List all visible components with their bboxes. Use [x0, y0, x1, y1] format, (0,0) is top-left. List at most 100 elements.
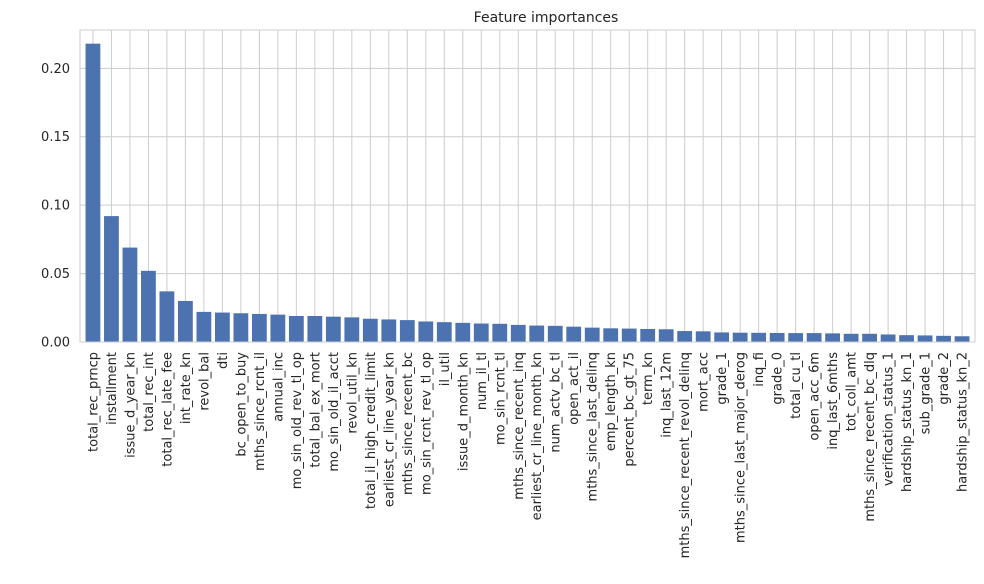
- y-tick-label: 0.05: [41, 267, 70, 282]
- bar-mo-sin-rcnt-tl: [492, 323, 508, 342]
- x-tick-label: mths_since_recent_inq: [512, 352, 527, 500]
- bar-issue-d-month-kn: [455, 322, 471, 342]
- x-tick-label: mort_acc: [697, 352, 712, 412]
- bar-mths-since-last-major-derog: [732, 332, 748, 342]
- x-tick-label: open_act_il: [567, 352, 582, 425]
- bar-bc-open-to-buy: [233, 313, 249, 342]
- x-tick-label: installment: [105, 352, 120, 425]
- x-tick-label: mths_since_recent_bc: [401, 352, 416, 495]
- x-tick-label: sub_grade_1: [919, 352, 934, 434]
- bar-mort-acc: [695, 331, 711, 342]
- x-tick-label: total_cu_tl: [789, 352, 804, 419]
- x-tick-label: mths_since_rcnt_il: [253, 352, 268, 471]
- bar-grade-0: [769, 332, 785, 342]
- bar-hardship-status-kn-2: [954, 336, 970, 342]
- bar-dti: [214, 312, 230, 342]
- x-tick-label: total_rec_prncp: [86, 352, 101, 452]
- bar-revol-bal: [196, 311, 212, 342]
- x-tick-label: mo_sin_old_il_acct: [327, 352, 342, 472]
- x-tick-label: issue_d_year_kn: [123, 352, 138, 458]
- x-tick-label: mo_sin_rcnt_tl: [493, 352, 508, 445]
- bar-il-util: [436, 322, 452, 342]
- bar-mo-sin-old-rev-tl-op: [288, 316, 304, 342]
- bar-installment: [104, 216, 119, 342]
- x-tick-label: tot_coll_amt: [845, 352, 860, 431]
- x-tick-label: inq_last_12m: [660, 352, 675, 438]
- bar-percent-bc-gt-75: [621, 328, 637, 342]
- bar-mths-since-recent-bc: [399, 320, 415, 342]
- bar-total-rec-prncp: [85, 43, 101, 343]
- bar-mths-since-last-delinq: [584, 327, 600, 342]
- bar-earliest-cr-line-year-kn: [381, 319, 397, 342]
- bar-mths-since-rcnt-il: [251, 313, 267, 342]
- x-tick-label: grade_2: [937, 352, 952, 405]
- x-tick-label: mo_sin_rcnt_rev_tl_op: [419, 352, 434, 495]
- x-tick-label: verification_status_1: [882, 352, 897, 486]
- bar-verification-status-1: [880, 334, 896, 342]
- x-tick-label: inq_fi: [752, 352, 767, 387]
- bar-mths-since-recent-bc-dlq: [862, 333, 877, 342]
- grid: [80, 30, 975, 343]
- x-tick-label: dti: [216, 352, 231, 369]
- x-tick-label: hardship_status_kn_2: [956, 352, 971, 492]
- bar-annual-inc: [270, 314, 286, 342]
- bar-earliest-cr-line-month-kn: [529, 325, 545, 342]
- y-tick-label: 0.10: [41, 199, 70, 214]
- bar-open-acc-6m: [806, 333, 822, 342]
- x-tick-label: total_bal_ex_mort: [308, 352, 323, 468]
- bar-open-act-il: [566, 326, 582, 342]
- bar-total-cu-tl: [788, 333, 804, 342]
- bar-revol-util-kn: [344, 317, 360, 342]
- x-tick-label: mths_since_recent_bc_dlq: [863, 352, 878, 522]
- bars: [85, 43, 970, 343]
- x-tick-label: bc_open_to_buy: [234, 352, 249, 457]
- bar-mo-sin-old-il-acct: [325, 316, 341, 342]
- x-axis-ticks: total_rec_prncp installment issue_d_year_k…: [86, 352, 970, 559]
- bar-inq-last-12m: [658, 329, 674, 342]
- x-tick-label: earliest_cr_line_year_kn: [382, 352, 397, 507]
- bar-grade-1: [714, 332, 730, 342]
- plot-area-frame: [79, 29, 976, 343]
- x-tick-label: il_util: [438, 352, 453, 386]
- bar-int-rate-kn: [178, 300, 193, 342]
- x-tick-label: issue_d_month_kn: [456, 352, 471, 471]
- bar-mo-sin-rcnt-rev-tl-op: [418, 321, 434, 342]
- x-tick-label: percent_bc_gt_75: [623, 352, 638, 467]
- x-tick-label: revol_util_kn: [345, 352, 360, 434]
- bar-total-rec-late-fee: [159, 291, 175, 342]
- x-tick-label: grade_0: [771, 352, 786, 405]
- bar-total-bal-ex-mort: [307, 316, 323, 342]
- y-tick-label: 0.20: [41, 62, 70, 77]
- x-tick-label: num_actv_bc_tl: [549, 352, 564, 453]
- x-tick-label: hardship_status_kn_1: [900, 352, 915, 492]
- bar-mths-since-recent-inq: [510, 324, 526, 342]
- x-tick-label: mo_sin_old_rev_tl_op: [290, 352, 305, 489]
- bar-hardship-status-kn-1: [899, 335, 914, 342]
- bar-total-rec-int: [141, 270, 156, 342]
- y-axis-ticks: 0.00 0.05 0.10 0.15 0.20: [41, 62, 70, 351]
- x-tick-label: mths_since_last_major_derog: [734, 352, 749, 543]
- bar-tot-coll-amt: [843, 333, 859, 342]
- x-tick-label: emp_length_kn: [604, 352, 619, 451]
- x-tick-label: annual_inc: [271, 352, 286, 422]
- x-tick-label: revol_bal: [197, 352, 212, 411]
- x-tick-label: inq_last_6mths: [826, 352, 841, 450]
- y-tick-label: 0.15: [41, 130, 70, 145]
- bar-grade-2: [936, 335, 951, 342]
- x-tick-label: mths_since_last_delinq: [586, 352, 601, 501]
- bar-sub-grade-1: [917, 335, 933, 342]
- bar-total-il-high-credit-limit: [362, 318, 378, 342]
- bar-issue-d-year-kn: [122, 247, 138, 342]
- x-tick-label: total_il_high_credit_limit: [364, 352, 379, 509]
- bar-num-actv-bc-tl: [547, 325, 563, 342]
- chart-title: Feature importances: [474, 10, 619, 26]
- x-tick-label: total_rec_late_fee: [160, 352, 175, 467]
- bar-mths-since-recent-revol-delinq: [677, 331, 693, 342]
- x-tick-label: earliest_cr_line_month_kn: [530, 352, 545, 520]
- bar-inq-last-6mths: [825, 333, 841, 342]
- bar-inq-fi: [751, 332, 767, 342]
- bar-term-kn: [640, 329, 656, 342]
- x-tick-label: grade_1: [715, 352, 730, 405]
- y-tick-label: 0.00: [41, 336, 70, 351]
